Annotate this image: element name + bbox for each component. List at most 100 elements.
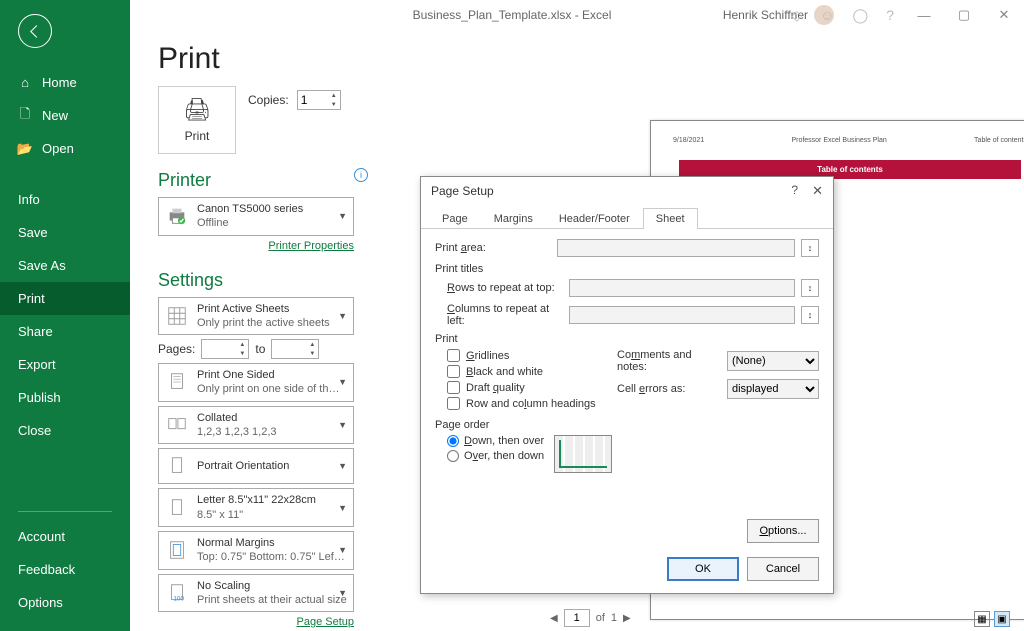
sidebar-item-open[interactable]: 📂 Open [0, 132, 130, 165]
down-then-over-radio[interactable] [447, 435, 459, 447]
chevron-down-icon: ▼ [338, 503, 347, 513]
sidebar-item-label: Save [18, 225, 48, 240]
maximize-button[interactable]: ▢ [944, 0, 984, 30]
chevron-down-icon: ▼ [338, 461, 347, 471]
print-group-label: Print [435, 333, 819, 345]
sidebar-item-info[interactable]: Info [0, 183, 130, 216]
printer-icon: 🖨 [183, 97, 211, 123]
rows-repeat-input[interactable] [569, 279, 795, 297]
sidebar-item-new[interactable]: 🗋 New [0, 99, 130, 132]
ok-button[interactable]: OK [667, 557, 739, 581]
title-bar: Business_Plan_Template.xlsx - Excel Henr… [0, 0, 1024, 30]
setting-paper-size[interactable]: Letter 8.5"x11" 22x28cm8.5" x 11" ▼ [158, 488, 354, 527]
cancel-button[interactable]: Cancel [747, 557, 819, 581]
tab-margins[interactable]: Margins [481, 208, 546, 229]
chevron-down-icon: ▼ [338, 211, 347, 221]
sidebar-item-publish[interactable]: Publish [0, 381, 130, 414]
settings-heading: Settings [158, 254, 368, 291]
draft-quality-checkbox[interactable] [447, 381, 460, 394]
person-icon[interactable]: ◯ [853, 7, 869, 24]
show-margins-button[interactable]: ▦ [974, 611, 990, 627]
sidebar-item-label: Print [18, 291, 45, 306]
setting-one-sided[interactable]: Print One SidedOnly print on one side of… [158, 363, 354, 402]
print-area-label: Print area: [435, 242, 551, 254]
errors-select[interactable]: displayed [727, 379, 819, 399]
preview-header-date: 9/18/2021 [673, 137, 704, 144]
window-controls: — ▢ ✕ [904, 0, 1024, 30]
pages-to-label: to [255, 342, 265, 356]
prev-page-button[interactable]: ◀ [550, 613, 558, 624]
open-icon: 📂 [18, 142, 32, 156]
printer-properties-link[interactable]: Printer Properties [158, 240, 354, 252]
page-order-label: Page order [435, 419, 819, 431]
black-white-checkbox[interactable] [447, 365, 460, 378]
cols-repeat-input[interactable] [569, 306, 795, 324]
sidebar-item-print[interactable]: Print [0, 282, 130, 315]
setting-print-active-sheets[interactable]: Print Active SheetsOnly print the active… [158, 297, 354, 336]
dialog-close-button[interactable]: ✕ [812, 183, 823, 199]
collapse-dialog-icon[interactable]: ↕ [801, 239, 819, 257]
collapse-dialog-icon[interactable]: ↕ [801, 306, 819, 324]
dialog-help-button[interactable]: ? [791, 183, 798, 199]
letter-icon [165, 496, 189, 520]
pages-row: Pages: ▲▼ to ▲▼ [158, 339, 354, 359]
pages-label: Pages: [158, 342, 195, 356]
chevron-down-icon: ▼ [338, 377, 347, 387]
setting-collated[interactable]: Collated1,2,3 1,2,3 1,2,3 ▼ [158, 406, 354, 445]
portrait-icon [165, 454, 189, 478]
options-button[interactable]: Options... [747, 519, 819, 543]
page-of-label: of [596, 612, 605, 624]
setting-scaling[interactable]: 100 No ScalingPrint sheets at their actu… [158, 574, 354, 613]
copies-up[interactable]: ▲ [328, 91, 340, 100]
sidebar-item-share[interactable]: Share [0, 315, 130, 348]
sidebar-item-close[interactable]: Close [0, 414, 130, 447]
chevron-down-icon: ▼ [338, 311, 347, 321]
row-col-headings-checkbox[interactable] [447, 397, 460, 410]
over-then-down-radio[interactable] [447, 450, 459, 462]
back-button[interactable] [18, 14, 52, 48]
svg-text:100: 100 [173, 595, 184, 602]
print-area-input[interactable] [557, 239, 795, 257]
setting-orientation[interactable]: Portrait Orientation ▼ [158, 448, 354, 484]
sidebar-item-label: New [42, 108, 68, 123]
smile-icon[interactable]: ☺ [820, 7, 834, 24]
diamond-icon[interactable]: ◇ [791, 7, 802, 24]
page-setup-link[interactable]: Page Setup [158, 616, 354, 628]
sidebar-item-label: Home [42, 75, 77, 90]
document-title: Business_Plan_Template.xlsx - Excel [413, 8, 612, 22]
zoom-to-page-button[interactable]: ▣ [994, 611, 1010, 627]
minimize-button[interactable]: — [904, 0, 944, 30]
print-button-label: Print [185, 129, 210, 143]
sidebar-item-save[interactable]: Save [0, 216, 130, 249]
gridlines-checkbox[interactable] [447, 349, 460, 362]
copies-row: Copies: ▲▼ [248, 90, 341, 110]
comments-select[interactable]: (None) [727, 351, 819, 371]
dialog-titlebar: Page Setup ? ✕ [421, 177, 833, 205]
sidebar-item-home[interactable]: ⌂ Home [0, 66, 130, 99]
sidebar-item-account[interactable]: Account [0, 520, 130, 553]
home-icon: ⌂ [18, 76, 32, 90]
printer-dropdown[interactable]: Canon TS5000 series Offline ▼ [158, 197, 354, 236]
sidebar-item-saveas[interactable]: Save As [0, 249, 130, 282]
close-button[interactable]: ✕ [984, 0, 1024, 30]
sidebar-item-feedback[interactable]: Feedback [0, 553, 130, 586]
chevron-down-icon: ▼ [338, 545, 347, 555]
page-number-input[interactable] [564, 609, 590, 627]
setting-margins[interactable]: Normal MarginsTop: 0.75" Bottom: 0.75" L… [158, 531, 354, 570]
collated-icon [165, 413, 189, 437]
sidebar-item-options[interactable]: Options [0, 586, 130, 619]
sidebar-item-export[interactable]: Export [0, 348, 130, 381]
sidebar-item-label: Share [18, 324, 53, 339]
printer-info-icon[interactable]: i [354, 168, 368, 182]
print-button[interactable]: 🖨 Print [158, 86, 236, 154]
cols-repeat-label: Columns to repeat at left: [447, 303, 563, 327]
comments-label: Comments and notes: [617, 349, 721, 373]
collapse-dialog-icon[interactable]: ↕ [801, 279, 819, 297]
tab-sheet[interactable]: Sheet [643, 208, 698, 229]
next-page-button[interactable]: ▶ [623, 613, 631, 624]
dialog-tabs: Page Margins Header/Footer Sheet [421, 207, 833, 229]
tab-page[interactable]: Page [429, 208, 481, 229]
tab-header-footer[interactable]: Header/Footer [546, 208, 643, 229]
help-icon[interactable]: ? [886, 7, 894, 24]
copies-down[interactable]: ▼ [328, 100, 340, 109]
